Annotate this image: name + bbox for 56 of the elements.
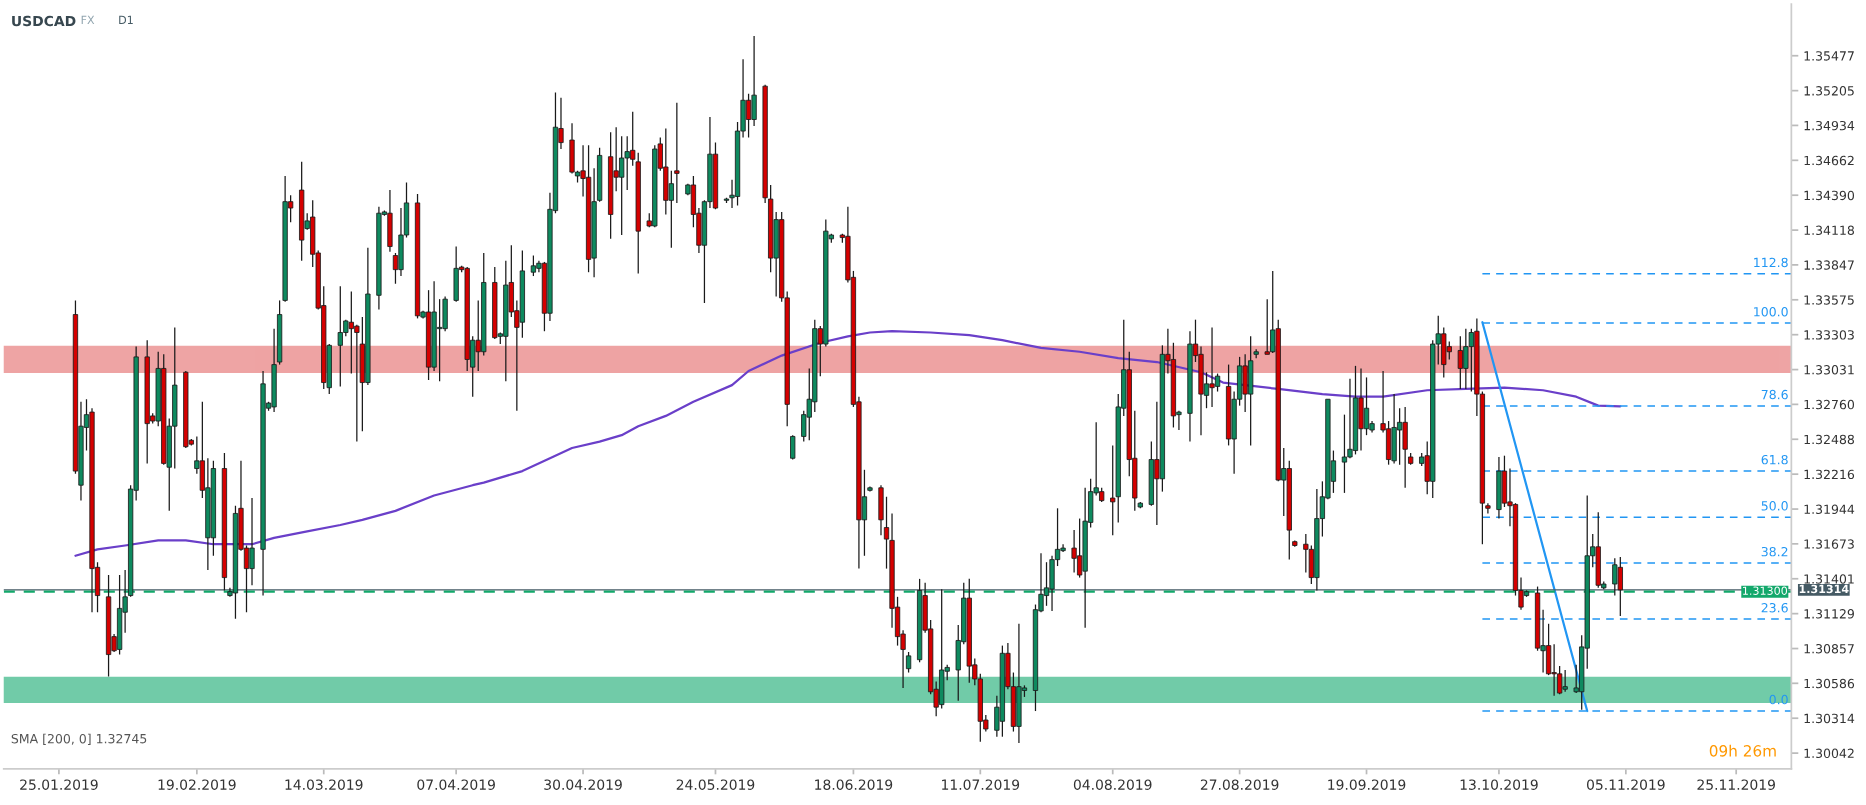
annotation: SMA [200, 0] 1.32745	[11, 733, 147, 745]
y-tick-label: 1.30586	[1804, 678, 1855, 689]
ref-line-label: 1.31314	[1799, 584, 1849, 594]
y-tick-label: 1.32488	[1804, 434, 1854, 445]
series-label: 0.0	[1769, 694, 1788, 705]
y-tick-label: 1.34934	[1804, 120, 1855, 131]
series-label: 50.0	[1761, 501, 1788, 511]
y-tick-label: 1.30042	[1804, 748, 1854, 759]
candlestick	[883, 496, 890, 570]
y-tick-label: 1.30314	[1804, 713, 1855, 724]
y-tick-label: 1.31673	[1804, 539, 1854, 549]
text: USDCAD	[12, 15, 76, 27]
series-label: 23.6	[1761, 602, 1788, 613]
y-tick-label: 1.32760	[1804, 399, 1855, 410]
y-tick-label: 1.30857	[1804, 644, 1854, 654]
x-tick-label: 19.02.2019	[158, 779, 236, 790]
annotation: 09h 26m	[1709, 744, 1776, 757]
annotation: D1	[119, 15, 133, 24]
candlestick	[790, 434, 796, 461]
y-tick-label: 1.33847	[1804, 260, 1854, 270]
y-tick-label: 1.34118	[1804, 225, 1854, 236]
y-tick-label: 1.31944	[1804, 504, 1855, 514]
candlestick	[1485, 502, 1491, 515]
x-tick-label: 30.04.2019	[544, 779, 622, 790]
series-label: 38.2	[1761, 546, 1788, 557]
annotation: FX	[81, 15, 95, 24]
candlestick	[674, 102, 680, 204]
y-tick-label: 1.35477	[1804, 51, 1854, 61]
y-tick-label: 1.35205	[1804, 86, 1854, 96]
x-tick-label: 11.07.2019	[942, 779, 1020, 790]
y-tick-label: 1.31401	[1804, 574, 1854, 584]
y-tick-label: 1.34662	[1804, 155, 1854, 166]
x-tick-label: 13.10.2019	[1460, 779, 1538, 790]
y-tick-label: 1.33031	[1804, 365, 1854, 375]
x-tick-label: 27.08.2019	[1200, 779, 1279, 790]
y-tick-label: 1.32216	[1804, 469, 1855, 480]
x-tick-label: 14.03.2019	[285, 779, 363, 790]
x-tick-label: 19.09.2019	[1328, 779, 1406, 790]
y-tick-label: 1.34390	[1804, 190, 1855, 201]
x-tick-label: 07.04.2019	[417, 779, 495, 790]
x-tick-label: 04.08.2019	[1073, 779, 1152, 790]
x-tick-label: 05.11.2019	[1586, 779, 1665, 790]
series-label: 78.6	[1761, 389, 1788, 400]
ref-line-label: 1.31300	[1743, 586, 1788, 595]
candlestick	[905, 651, 912, 674]
series-label: 61.8	[1761, 454, 1788, 465]
x-tick-label: 25.01.2019	[20, 779, 98, 790]
x-tick-label: 18.06.2019	[815, 779, 893, 790]
y-tick-label: 1.33575	[1804, 295, 1854, 305]
series-label: 112.8	[1754, 257, 1788, 268]
x-tick-label: 24.05.2019	[676, 779, 755, 790]
y-tick-label: 1.31129	[1804, 609, 1854, 619]
y-tick-label: 1.33303	[1804, 330, 1854, 340]
series-label: 100.0	[1754, 306, 1788, 317]
line-series	[74, 330, 1622, 557]
x-tick-label: 25.11.2019	[1697, 779, 1775, 790]
